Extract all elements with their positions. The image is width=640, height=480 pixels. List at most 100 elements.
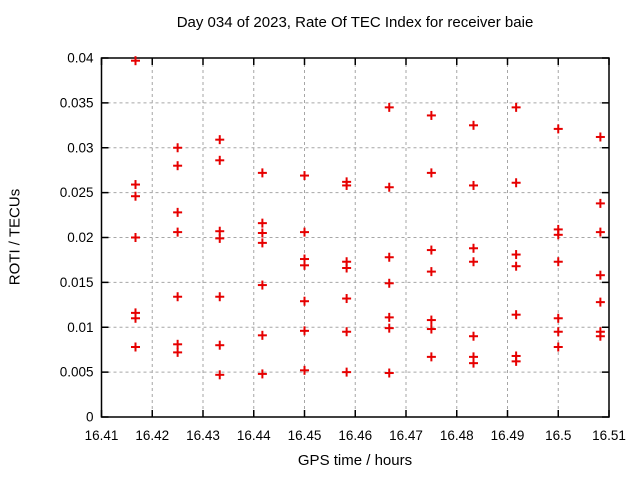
data-point-marker — [173, 161, 183, 171]
data-point-marker — [215, 155, 225, 165]
data-point-marker — [257, 369, 267, 379]
y-tick-labels: 0 0.005 0.01 0.015 0.02 0.025 0.03 0.035 0.04 — [60, 51, 94, 425]
data-point-marker — [257, 280, 267, 290]
data-point-marker — [215, 340, 225, 350]
data-point-marker — [342, 367, 352, 377]
data-point-marker — [511, 102, 521, 112]
x-axis-title: GPS time / hours — [297, 452, 413, 469]
x-tick-label: 16.48 — [440, 428, 474, 443]
data-point-marker — [553, 257, 563, 267]
data-point-marker — [511, 250, 521, 260]
x-tick-label: 16.44 — [237, 428, 271, 443]
data-point-marker — [426, 315, 436, 325]
data-point-marker — [553, 313, 563, 323]
data-point-marker — [300, 365, 309, 375]
data-point-marker — [215, 370, 225, 380]
data-point-marker — [342, 327, 352, 337]
data-point-marker — [595, 132, 605, 142]
y-tick-label: 0.005 — [60, 365, 94, 380]
data-point-marker — [595, 297, 605, 307]
data-point-marker — [257, 218, 267, 228]
data-point-marker — [468, 120, 478, 130]
data-point-marker — [426, 245, 436, 255]
data-point-marker — [131, 180, 141, 190]
data-point-marker — [173, 227, 183, 237]
data-point-marker — [342, 263, 352, 273]
data-point-marker — [173, 292, 183, 302]
gridlines — [101, 58, 609, 417]
data-point-marker — [511, 178, 521, 188]
x-tick-label: 16.46 — [338, 428, 372, 443]
data-point-marker — [384, 323, 394, 333]
data-point-marker — [384, 252, 394, 262]
data-point-marker — [595, 270, 605, 280]
data-points — [131, 56, 605, 380]
y-tick-label: 0.015 — [60, 275, 94, 290]
data-point-marker — [131, 342, 141, 352]
data-point-marker — [426, 267, 436, 277]
data-point-marker — [215, 135, 225, 145]
data-point-marker — [595, 227, 605, 237]
data-point-marker — [257, 168, 267, 178]
y-tick-label: 0.025 — [60, 185, 94, 200]
x-tick-label: 16.5 — [545, 428, 571, 443]
data-point-marker — [553, 230, 563, 240]
data-point-marker — [426, 352, 436, 362]
data-point-marker — [468, 358, 478, 368]
data-point-marker — [131, 233, 141, 242]
data-point-marker — [595, 331, 605, 341]
data-point-marker — [595, 198, 605, 208]
data-point-marker — [468, 257, 478, 267]
data-point-marker — [342, 294, 352, 304]
data-point-marker — [384, 368, 394, 378]
data-point-marker — [131, 56, 141, 66]
data-point-marker — [468, 180, 478, 190]
data-point-marker — [342, 180, 352, 190]
x-tick-label: 16.45 — [288, 428, 322, 443]
data-point-marker — [257, 330, 267, 340]
data-point-marker — [426, 324, 436, 334]
y-axis-title: ROTI / TECUs — [6, 188, 24, 286]
x-tick-label: 16.42 — [135, 428, 169, 443]
x-tick-label: 16.41 — [85, 428, 119, 443]
data-point-marker — [173, 207, 183, 217]
y-tick-label: 0.03 — [67, 140, 93, 155]
data-point-marker — [257, 228, 267, 238]
data-point-marker — [553, 342, 563, 352]
y-tick-label: 0 — [86, 410, 94, 425]
data-point-marker — [215, 292, 225, 302]
data-point-marker — [173, 347, 183, 357]
x-tick-label: 16.49 — [491, 428, 525, 443]
x-tick-labels: 16.41 16.42 16.43 16.44 16.45 16.46 16.47 16.48… — [85, 428, 626, 443]
data-point-marker — [300, 326, 309, 336]
data-point-marker — [553, 124, 563, 134]
data-point-marker — [300, 171, 309, 181]
y-tick-label: 0.04 — [67, 51, 94, 66]
chart-title: Day 034 of 2023, Rate Of TEC Index for r… — [176, 14, 534, 31]
data-point-marker — [511, 310, 521, 320]
data-point-marker — [511, 356, 521, 366]
data-point-marker — [384, 278, 394, 288]
data-point-marker — [173, 143, 183, 153]
data-point-marker — [215, 233, 225, 243]
data-point-marker — [426, 168, 436, 178]
data-point-marker — [257, 238, 267, 248]
x-tick-label: 16.51 — [592, 428, 626, 443]
data-point-marker — [384, 312, 394, 322]
data-point-marker — [384, 182, 394, 192]
data-point-marker — [426, 110, 436, 120]
data-point-marker — [131, 313, 141, 323]
data-point-marker — [553, 327, 563, 337]
x-tick-label: 16.47 — [389, 428, 423, 443]
data-point-marker — [300, 260, 309, 270]
data-point-marker — [300, 296, 309, 306]
data-point-marker — [384, 102, 394, 112]
y-tick-label: 0.01 — [67, 320, 93, 335]
data-point-marker — [468, 243, 478, 253]
data-point-marker — [300, 227, 309, 237]
y-tick-label: 0.035 — [60, 95, 94, 110]
data-point-marker — [511, 261, 521, 271]
plot-border — [100, 57, 610, 418]
